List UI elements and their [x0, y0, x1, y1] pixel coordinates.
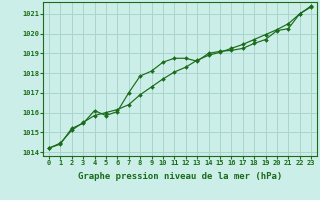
X-axis label: Graphe pression niveau de la mer (hPa): Graphe pression niveau de la mer (hPa) [78, 172, 282, 181]
